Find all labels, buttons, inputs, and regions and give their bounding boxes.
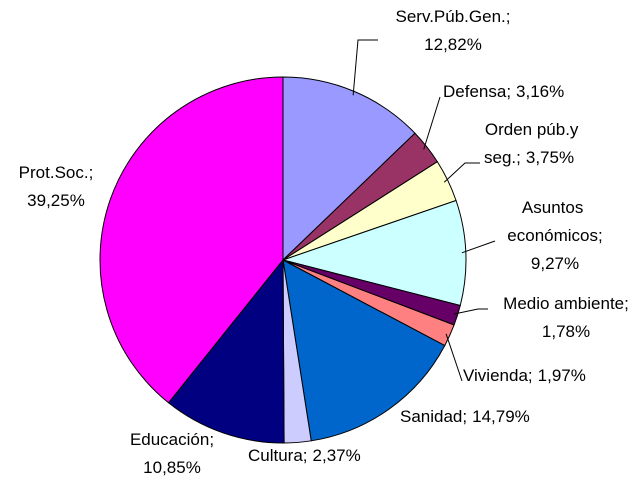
slice-label: Cultura; [248,446,308,465]
leader-line [445,333,463,382]
label-line: Defensa; [443,82,511,101]
leader-line [453,308,488,315]
slice-label: Vivienda; [463,366,533,385]
pie-slice [99,76,284,404]
pie-slice [282,76,416,262]
label-line: Orden púb.y [485,120,583,139]
pie-slice [167,258,285,444]
value-label: 9,27% [531,254,579,273]
slice-label: Asuntos económicos; [507,198,602,245]
value-label: 1,78% [542,322,590,341]
slice-label: Defensa; [443,82,511,101]
value-label: 12,82% [424,35,482,54]
label-line: Serv.Púb.Gen.; [396,7,511,26]
leader-line [352,39,378,96]
slice-label: Prot.Soc.; [19,163,94,182]
slice-label: Educación; [130,430,214,449]
label-line: seg.; [484,148,521,167]
label-line: Medio ambiente; [503,294,629,313]
value-label: 10,85% [143,458,201,477]
slice-label: Orden púb.y seg.; [484,120,583,167]
pie-slice [281,199,467,307]
label-line: Sanidad; [400,407,467,426]
label-line: Cultura; [248,446,308,465]
label-line: Vivienda; [463,366,533,385]
leader-line [423,96,441,150]
pie-slice [282,259,446,442]
label-line: económicos; [507,226,602,245]
value-label: 3,16% [516,82,564,101]
slice-label: Sanidad; [400,407,467,426]
label-line: Asuntos [522,198,588,217]
slice-label: Medio ambiente; [503,294,629,313]
leader-line [461,240,496,254]
label-line: Educación; [130,430,214,449]
label-line: Prot.Soc.; [19,163,94,182]
value-label: 1,97% [538,366,586,385]
value-label: 2,37% [313,446,361,465]
leader-line [443,162,480,183]
value-label: 3,75% [526,148,574,167]
slice-label: Serv.Púb.Gen.; [396,7,511,26]
value-label: 39,25% [27,191,85,210]
value-label: 14,79% [472,407,530,426]
